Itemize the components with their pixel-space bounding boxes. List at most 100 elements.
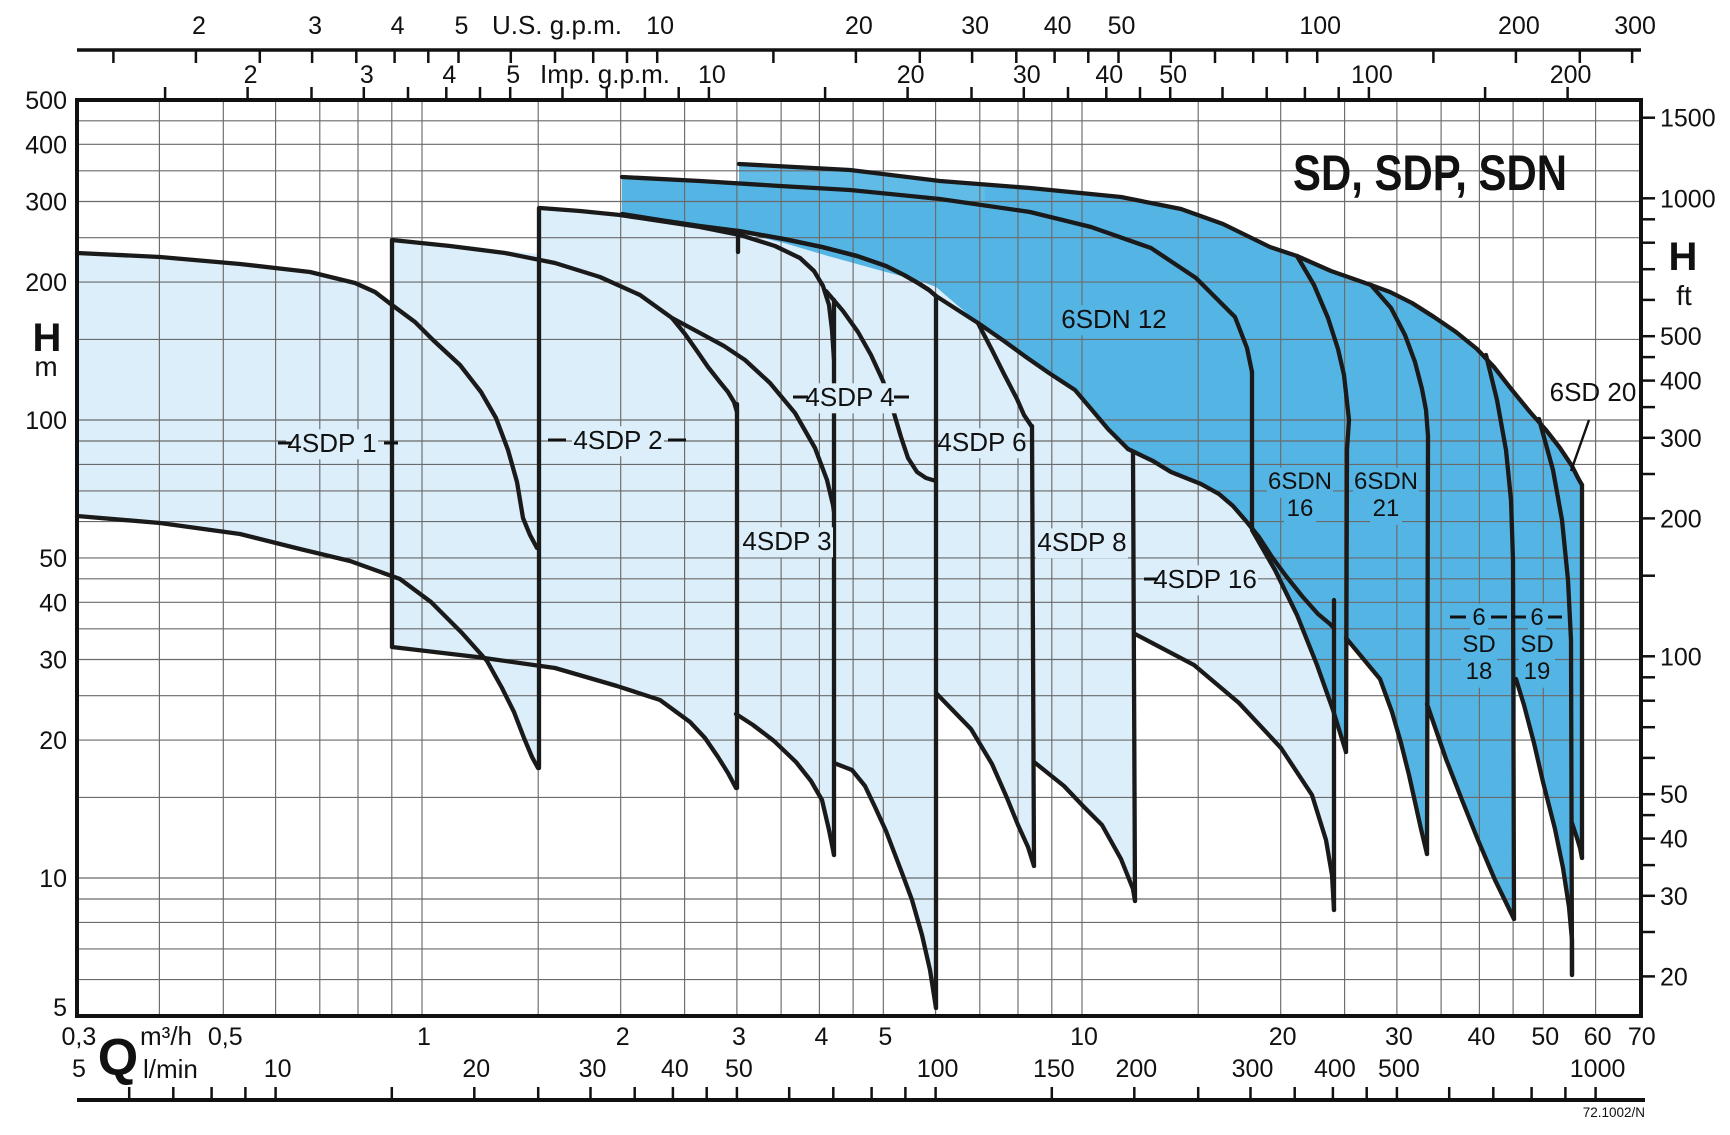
svg-text:60: 60 bbox=[1584, 1023, 1612, 1051]
svg-text:ft: ft bbox=[1676, 280, 1692, 311]
svg-text:30: 30 bbox=[579, 1055, 607, 1083]
svg-text:30: 30 bbox=[961, 12, 989, 40]
svg-text:5: 5 bbox=[878, 1023, 892, 1051]
svg-text:Imp. g.p.m.: Imp. g.p.m. bbox=[540, 59, 670, 89]
svg-text:200: 200 bbox=[1115, 1055, 1157, 1083]
svg-text:3: 3 bbox=[360, 61, 374, 89]
svg-text:100: 100 bbox=[1660, 643, 1702, 671]
svg-text:10: 10 bbox=[646, 12, 674, 40]
svg-text:18: 18 bbox=[1466, 658, 1493, 685]
svg-text:30: 30 bbox=[39, 647, 67, 675]
svg-text:6: 6 bbox=[1530, 604, 1543, 631]
svg-text:6SDN 12: 6SDN 12 bbox=[1061, 304, 1167, 334]
svg-text:40: 40 bbox=[1095, 61, 1123, 89]
svg-text:SD, SDP, SDN: SD, SDP, SDN bbox=[1293, 145, 1567, 201]
svg-text:400: 400 bbox=[1314, 1055, 1356, 1083]
svg-text:20: 20 bbox=[39, 727, 67, 755]
svg-text:100: 100 bbox=[25, 407, 67, 435]
svg-text:300: 300 bbox=[25, 189, 67, 217]
svg-text:400: 400 bbox=[1660, 368, 1702, 396]
svg-text:1000: 1000 bbox=[1570, 1055, 1626, 1083]
svg-text:30: 30 bbox=[1660, 883, 1688, 911]
svg-text:Q: Q bbox=[98, 1029, 138, 1087]
svg-text:m³/h: m³/h bbox=[140, 1021, 192, 1051]
svg-text:300: 300 bbox=[1232, 1055, 1274, 1083]
svg-text:4: 4 bbox=[391, 12, 405, 40]
svg-text:40: 40 bbox=[1467, 1023, 1495, 1051]
svg-text:m: m bbox=[34, 351, 57, 382]
svg-text:5: 5 bbox=[72, 1055, 86, 1083]
svg-text:500: 500 bbox=[1660, 323, 1702, 351]
svg-text:2: 2 bbox=[616, 1023, 630, 1051]
svg-text:21: 21 bbox=[1373, 495, 1400, 522]
svg-text:0,5: 0,5 bbox=[208, 1023, 243, 1051]
svg-text:20: 20 bbox=[1269, 1023, 1297, 1051]
svg-text:20: 20 bbox=[462, 1055, 490, 1083]
svg-text:5: 5 bbox=[455, 12, 469, 40]
svg-text:SD: SD bbox=[1520, 631, 1553, 658]
svg-text:4: 4 bbox=[814, 1023, 828, 1051]
svg-text:3: 3 bbox=[308, 12, 322, 40]
svg-text:16: 16 bbox=[1287, 495, 1314, 522]
svg-text:20: 20 bbox=[1660, 963, 1688, 991]
svg-text:30: 30 bbox=[1013, 61, 1041, 89]
svg-text:19: 19 bbox=[1524, 658, 1551, 685]
svg-text:4: 4 bbox=[442, 61, 456, 89]
svg-text:40: 40 bbox=[1044, 12, 1072, 40]
svg-text:0,3: 0,3 bbox=[62, 1023, 97, 1051]
svg-text:6: 6 bbox=[1472, 604, 1485, 631]
svg-text:40: 40 bbox=[1660, 826, 1688, 854]
svg-text:50: 50 bbox=[1108, 12, 1136, 40]
svg-text:1: 1 bbox=[417, 1023, 431, 1051]
svg-text:72.1002/N: 72.1002/N bbox=[1583, 1105, 1645, 1120]
svg-text:10: 10 bbox=[264, 1055, 292, 1083]
svg-text:SD: SD bbox=[1462, 631, 1495, 658]
svg-text:200: 200 bbox=[25, 269, 67, 297]
svg-text:20: 20 bbox=[897, 61, 925, 89]
svg-text:10: 10 bbox=[39, 865, 67, 893]
svg-text:50: 50 bbox=[1660, 781, 1688, 809]
svg-text:20: 20 bbox=[845, 12, 873, 40]
svg-text:300: 300 bbox=[1660, 425, 1702, 453]
svg-text:1000: 1000 bbox=[1660, 185, 1716, 213]
svg-text:70: 70 bbox=[1628, 1023, 1656, 1051]
svg-text:50: 50 bbox=[1531, 1023, 1559, 1051]
svg-text:4SDP 6: 4SDP 6 bbox=[937, 427, 1026, 457]
svg-text:4SDP 3: 4SDP 3 bbox=[742, 526, 831, 556]
svg-text:4SDP 16: 4SDP 16 bbox=[1153, 564, 1257, 594]
svg-text:40: 40 bbox=[39, 589, 67, 617]
svg-text:150: 150 bbox=[1033, 1055, 1075, 1083]
svg-text:2: 2 bbox=[244, 61, 258, 89]
svg-text:4SDP 4: 4SDP 4 bbox=[805, 382, 894, 412]
svg-text:H: H bbox=[1669, 235, 1698, 279]
svg-text:500: 500 bbox=[1378, 1055, 1420, 1083]
svg-text:300: 300 bbox=[1614, 12, 1656, 40]
svg-text:4SDP 2: 4SDP 2 bbox=[573, 425, 662, 455]
svg-text:2: 2 bbox=[192, 12, 206, 40]
svg-text:40: 40 bbox=[661, 1055, 689, 1083]
svg-text:100: 100 bbox=[917, 1055, 959, 1083]
svg-text:100: 100 bbox=[1299, 12, 1341, 40]
svg-text:50: 50 bbox=[39, 545, 67, 573]
svg-text:500: 500 bbox=[25, 87, 67, 115]
svg-text:400: 400 bbox=[25, 131, 67, 159]
svg-text:10: 10 bbox=[1070, 1023, 1098, 1051]
svg-text:200: 200 bbox=[1550, 61, 1592, 89]
svg-text:6SDN: 6SDN bbox=[1354, 468, 1418, 495]
svg-text:200: 200 bbox=[1498, 12, 1540, 40]
svg-text:100: 100 bbox=[1351, 61, 1393, 89]
svg-text:U.S. g.p.m.: U.S. g.p.m. bbox=[492, 10, 622, 40]
svg-text:3: 3 bbox=[732, 1023, 746, 1051]
svg-text:l/min: l/min bbox=[143, 1054, 198, 1084]
svg-text:30: 30 bbox=[1385, 1023, 1413, 1051]
svg-text:4SDP 1: 4SDP 1 bbox=[287, 428, 376, 458]
svg-text:200: 200 bbox=[1660, 505, 1702, 533]
svg-text:10: 10 bbox=[698, 61, 726, 89]
svg-text:50: 50 bbox=[1159, 61, 1187, 89]
svg-text:H: H bbox=[33, 316, 62, 360]
svg-text:5: 5 bbox=[506, 61, 520, 89]
svg-text:4SDP 8: 4SDP 8 bbox=[1037, 527, 1126, 557]
svg-text:6SDN: 6SDN bbox=[1268, 468, 1332, 495]
svg-text:1500: 1500 bbox=[1660, 105, 1716, 133]
svg-text:6SD 20: 6SD 20 bbox=[1550, 377, 1637, 407]
